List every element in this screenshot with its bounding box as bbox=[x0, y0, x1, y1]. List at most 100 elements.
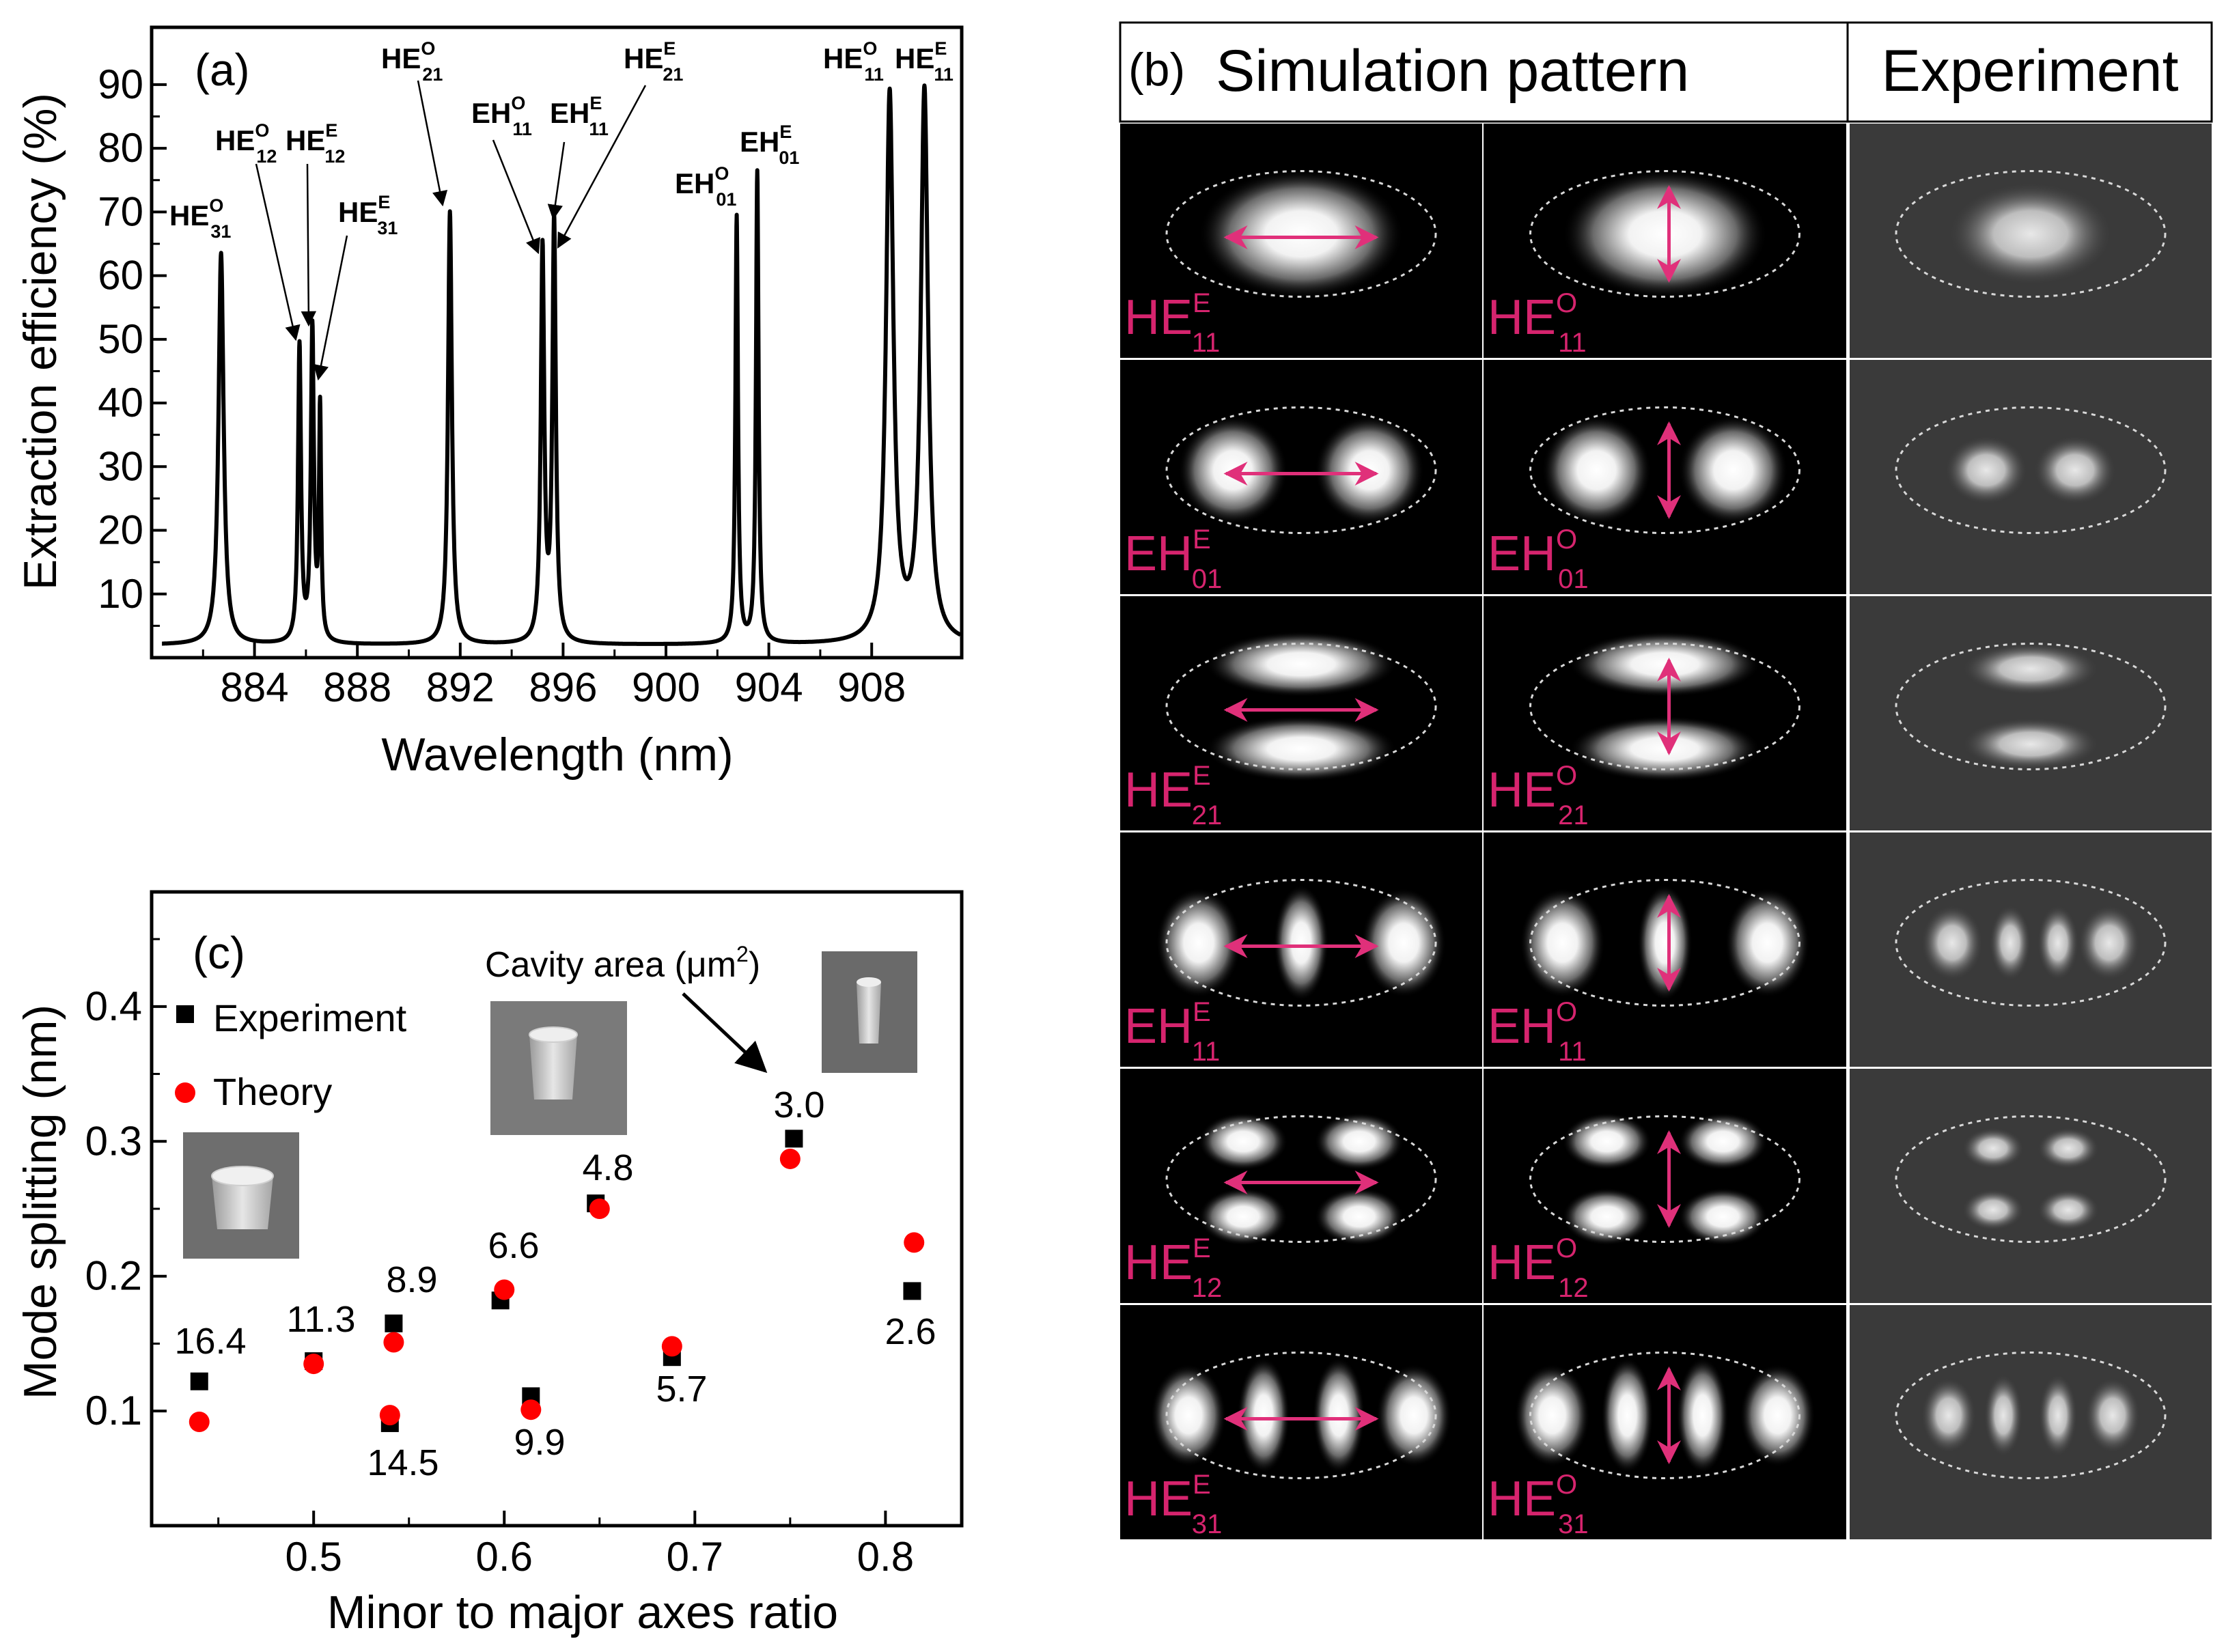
annotation-he21-e: HEE 21 bbox=[624, 38, 683, 85]
cavity-outline bbox=[1165, 170, 1437, 298]
mode-lobe bbox=[1199, 169, 1404, 299]
a-xtick-label: 892 bbox=[426, 664, 495, 710]
a-ytick-label: 70 bbox=[98, 188, 143, 234]
arrow-he31-e bbox=[313, 235, 348, 381]
cavity-outline bbox=[1895, 1352, 2167, 1479]
panel-a-annotations: HEO 31 HEO 12 HEE 12 HEE 31 HEO 21 EHO 11 EHE 1… bbox=[169, 38, 954, 242]
sem-pillar-medium-top bbox=[529, 1026, 578, 1043]
legend-label-theory: Theory bbox=[213, 1070, 332, 1113]
mode-cell: EHO 11 bbox=[1484, 832, 1846, 1067]
mode-cell-bg bbox=[1850, 596, 2212, 830]
experiment-header: Experiment bbox=[1882, 38, 2179, 104]
mode-lobe bbox=[1637, 884, 1693, 1001]
point-label-2-6: 2.6 bbox=[885, 1311, 936, 1352]
cavity-outline bbox=[1895, 170, 2167, 298]
panel-c-legend: Experiment Theory bbox=[175, 996, 407, 1113]
mode-label: HEO 11 bbox=[1488, 288, 1587, 358]
simulation-header: Simulation pattern bbox=[1216, 38, 1689, 104]
sem-pillar-medium bbox=[529, 1035, 577, 1100]
mode-lobe bbox=[1601, 1357, 1654, 1474]
mode-label: HEO 21 bbox=[1488, 761, 1589, 830]
theory-point bbox=[189, 1411, 210, 1432]
cavity-outline bbox=[1165, 406, 1437, 534]
mode-lobe bbox=[1945, 436, 2027, 505]
mode-lobe bbox=[1274, 884, 1328, 1001]
theory-point bbox=[303, 1354, 324, 1375]
mode-label: HEO 12 bbox=[1488, 1233, 1589, 1303]
annotation-he31-o: HEO 31 bbox=[169, 195, 231, 242]
point-label-5-7: 5.7 bbox=[656, 1369, 707, 1410]
sem-pillar-large-top bbox=[211, 1166, 274, 1186]
mode-cell: EHE 01 bbox=[1120, 360, 1482, 594]
arrow-he12-o bbox=[255, 163, 301, 341]
a-ytick-label: 30 bbox=[98, 443, 143, 489]
arrow-he12-e bbox=[301, 163, 317, 327]
mode-lobe bbox=[1562, 169, 1768, 299]
panel-b-label: (b) bbox=[1128, 44, 1185, 96]
theory-point bbox=[520, 1399, 542, 1420]
cavity-outline bbox=[1895, 1115, 2167, 1243]
mode-cell-bg bbox=[1850, 1069, 2212, 1303]
experiment-point bbox=[903, 1282, 921, 1300]
mode-lobe bbox=[1520, 888, 1605, 998]
cavity-outline bbox=[1895, 406, 2167, 534]
panel-a: 10 20 30 40 50 60 70 80 90 884 888 892 896 900 904 908… bbox=[14, 25, 964, 781]
mode-cell bbox=[1850, 1305, 2212, 1539]
mode-lobe bbox=[1921, 905, 1983, 981]
mode-lobe bbox=[1199, 1112, 1288, 1171]
panel-b: (b) Simulation pattern Experiment HEE 11 H… bbox=[1119, 21, 2213, 1539]
sem-inset-large bbox=[183, 1132, 299, 1259]
mode-lobe bbox=[1315, 1112, 1404, 1171]
theory-point bbox=[589, 1199, 610, 1219]
annotation-he12-e: HEE 12 bbox=[286, 120, 345, 167]
sem-pillar-large bbox=[212, 1176, 273, 1229]
panel-c: 0.1 0.2 0.3 0.4 0.5 0.6 0.7 0.8 (c) Minor to m… bbox=[14, 890, 964, 1638]
c-xtick-label: 0.7 bbox=[667, 1534, 723, 1580]
mode-lobe bbox=[1315, 415, 1424, 525]
legend-label-experiment: Experiment bbox=[213, 996, 407, 1039]
experiment-point bbox=[385, 1314, 403, 1332]
c-xtick-label: 0.6 bbox=[476, 1534, 533, 1580]
a-xtick-label: 908 bbox=[837, 664, 906, 710]
a-xtick-label: 888 bbox=[323, 664, 391, 710]
mode-lobe bbox=[2034, 436, 2116, 505]
panel-c-points bbox=[189, 1130, 925, 1432]
point-label-4-8: 4.8 bbox=[582, 1147, 633, 1188]
mode-lobe bbox=[2037, 905, 2078, 981]
mode-label: EHE 11 bbox=[1124, 997, 1220, 1067]
panel-a-y-axis-label: Extraction efficiency (%) bbox=[14, 93, 66, 590]
mode-label: EHO 01 bbox=[1488, 524, 1589, 594]
cavity-outline bbox=[1165, 643, 1437, 770]
panel-a-x-ticks: 884 888 892 896 900 904 908 bbox=[201, 643, 906, 710]
cavity-outline bbox=[1529, 1352, 1800, 1479]
theory-point bbox=[661, 1336, 682, 1357]
mode-lobe bbox=[2078, 905, 2140, 981]
cavity-outline bbox=[1895, 879, 2167, 1007]
sem-pillar-small bbox=[857, 982, 881, 1044]
a-ytick-label: 90 bbox=[98, 61, 143, 107]
a-ytick-label: 60 bbox=[98, 253, 143, 298]
a-xtick-label: 900 bbox=[632, 664, 700, 710]
mode-lobe bbox=[1206, 716, 1397, 782]
mode-label: HEO 31 bbox=[1488, 1470, 1589, 1539]
cavity-outline bbox=[1529, 406, 1800, 534]
mode-cell-bg bbox=[1850, 832, 2212, 1067]
cavity-outline bbox=[1529, 643, 1800, 770]
panel-a-label: (a) bbox=[195, 44, 250, 95]
mode-lobe bbox=[1962, 1128, 2024, 1169]
mode-lobe bbox=[1562, 1112, 1652, 1171]
cavity-outline bbox=[1529, 170, 1800, 298]
theory-point bbox=[904, 1232, 925, 1253]
panel-c-y-axis-label: Mode splitting (nm) bbox=[14, 1005, 66, 1399]
mode-cell bbox=[1850, 360, 2212, 594]
mode-lobe bbox=[1921, 1377, 1976, 1453]
panel-a-frame bbox=[150, 25, 964, 660]
arrow-he21-o bbox=[417, 80, 448, 207]
theory-point bbox=[379, 1405, 400, 1426]
mode-lobe bbox=[1238, 1357, 1290, 1474]
panel-c-x-ticks: 0.5 0.6 0.7 0.8 bbox=[217, 1511, 914, 1580]
panel-a-x-axis-label: Wavelength (nm) bbox=[381, 729, 733, 781]
point-label-16-4: 16.4 bbox=[174, 1321, 246, 1362]
mode-lobe bbox=[1151, 1364, 1226, 1467]
annotation-he12-o: HEO 12 bbox=[215, 120, 277, 167]
